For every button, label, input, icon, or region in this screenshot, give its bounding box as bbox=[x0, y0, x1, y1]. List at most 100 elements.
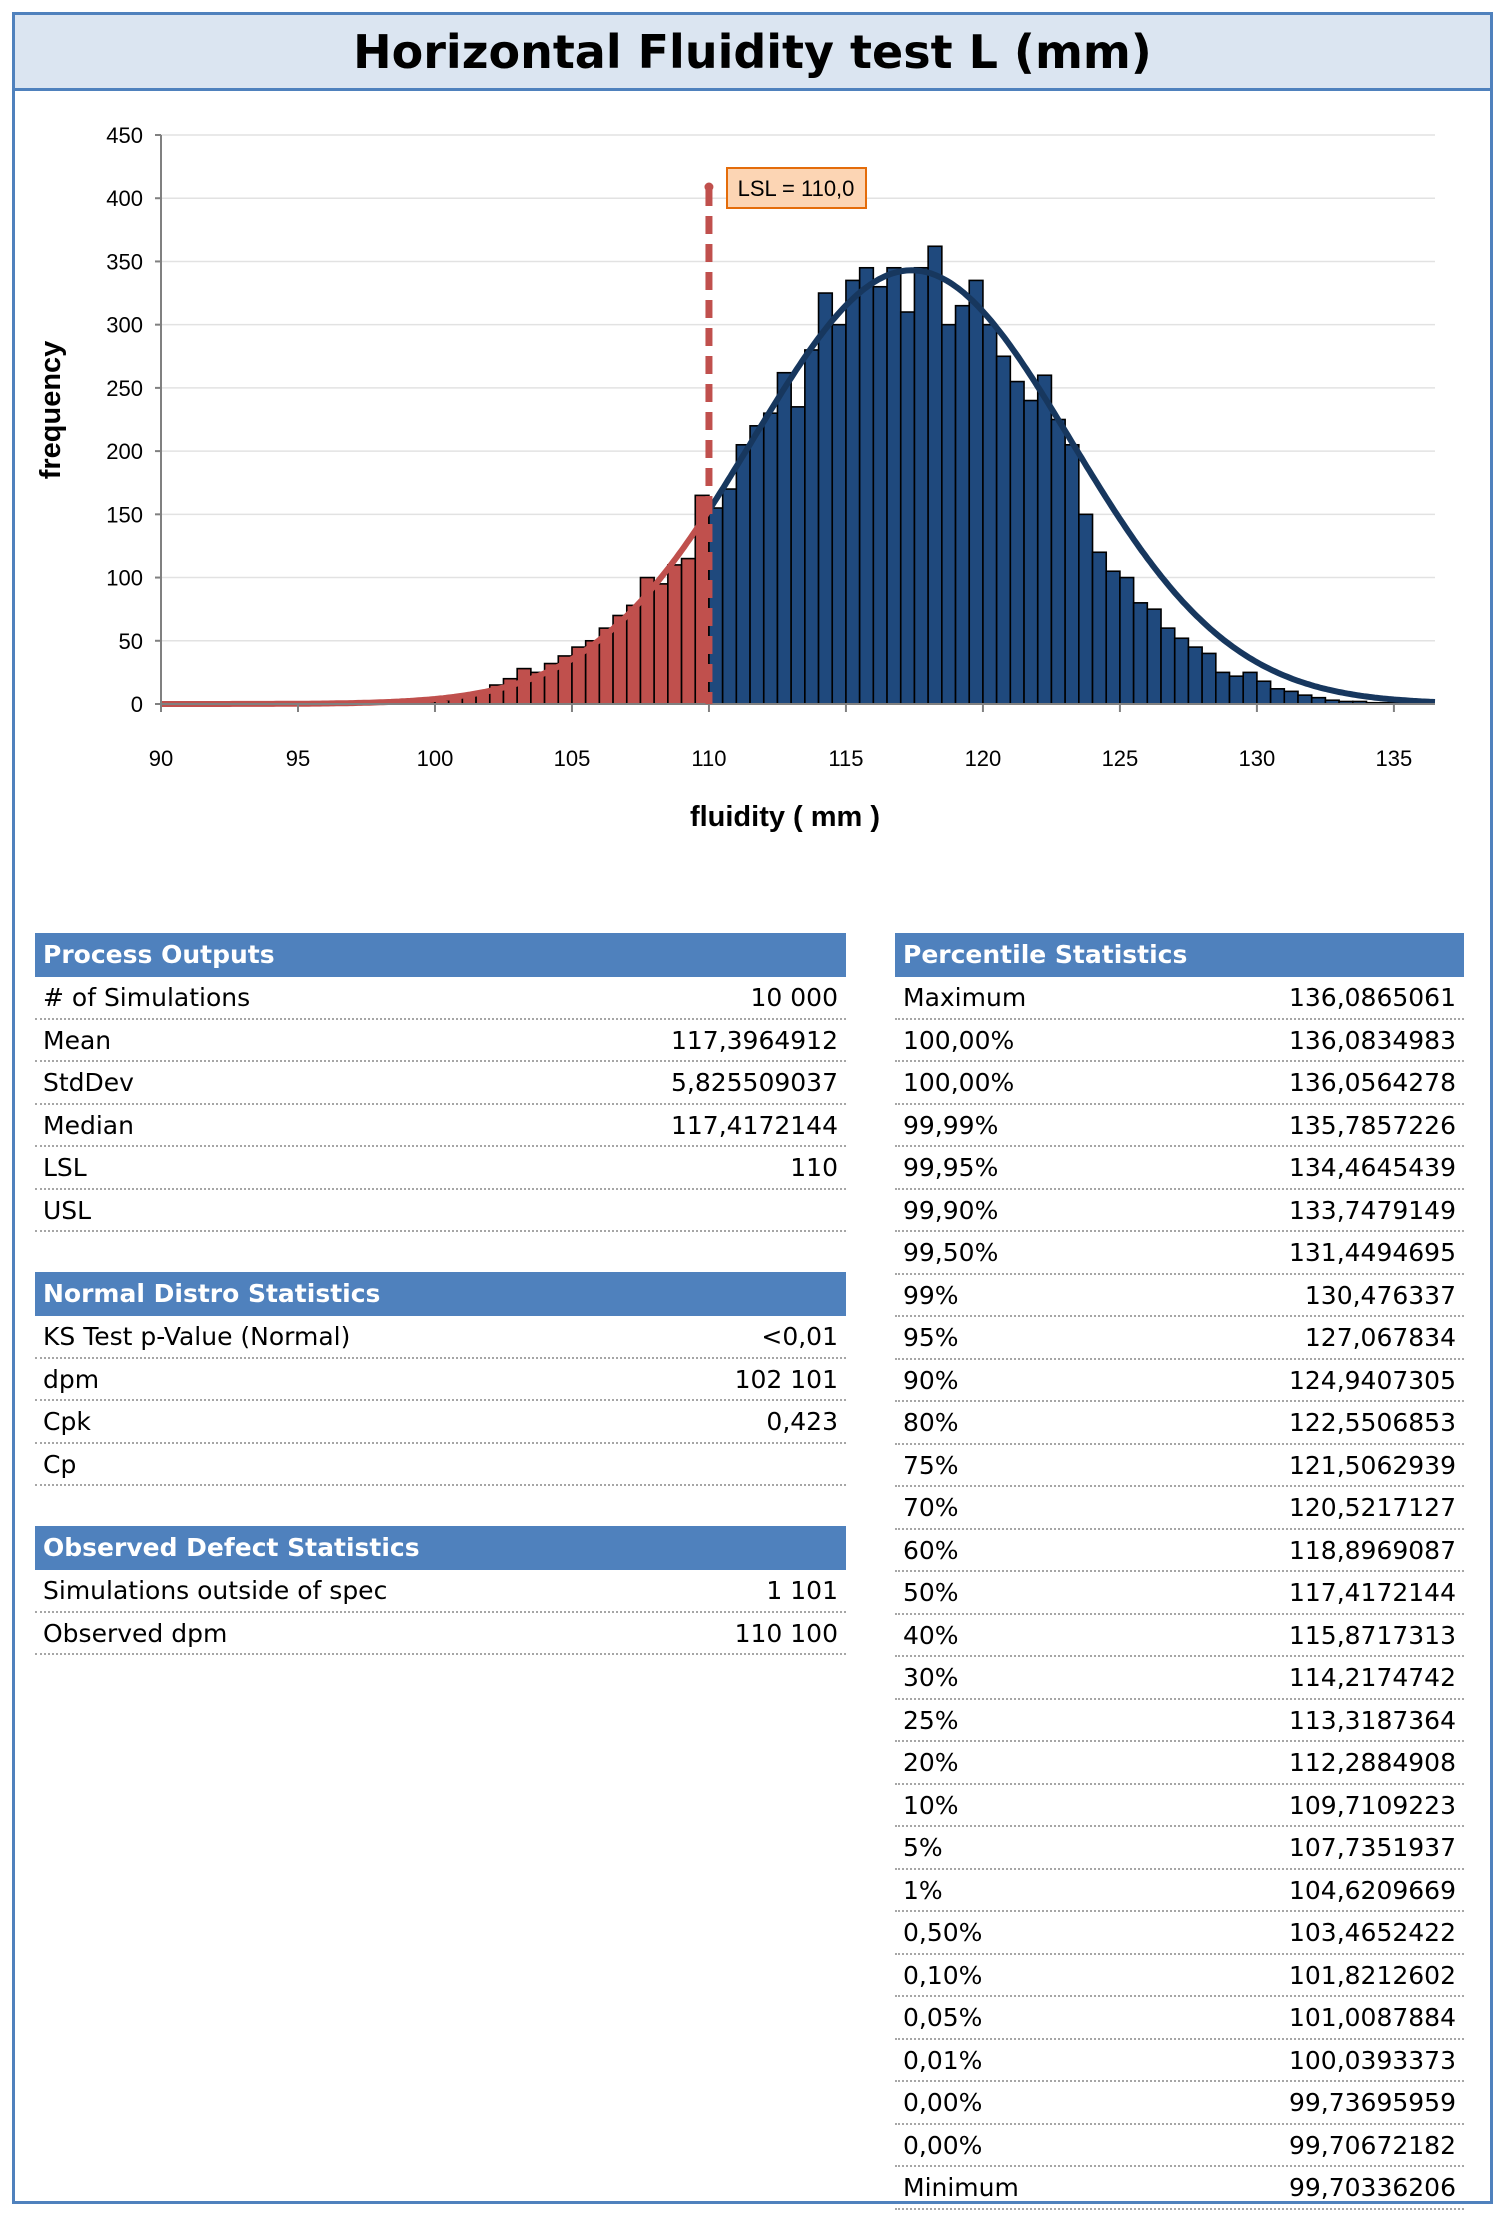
row-value: 118,8969087 bbox=[1288, 1535, 1456, 1565]
table-row: 0,01% 100,0393373 bbox=[895, 2040, 1464, 2082]
table-row: 99,99% 135,7857226 bbox=[895, 1105, 1464, 1147]
row-label: Cp bbox=[43, 1449, 77, 1479]
row-label: 80% bbox=[903, 1408, 959, 1437]
row-value: 102 101 bbox=[734, 1364, 838, 1394]
row-label: 60% bbox=[903, 1535, 959, 1565]
row-value: 130,476337 bbox=[1304, 1280, 1456, 1310]
row-label: # of Simulations bbox=[43, 983, 251, 1012]
row-value: 99,73695959 bbox=[1288, 2088, 1456, 2117]
histogram-bar bbox=[1146, 608, 1162, 705]
row-label: 95% bbox=[903, 1323, 959, 1352]
row-value: 1 101 bbox=[766, 1576, 838, 1605]
report-frame: Horizontal Fluidity test L (mm) bbox=[12, 12, 1493, 2204]
histogram-bar bbox=[831, 323, 847, 705]
x-tick-label: 115 bbox=[828, 746, 863, 771]
row-value: 135,7857226 bbox=[1288, 1110, 1456, 1140]
table-row: 99,50% 131,4494695 bbox=[895, 1232, 1464, 1275]
table-row: Median 117,4172144 bbox=[35, 1105, 846, 1147]
row-label: LSL bbox=[43, 1153, 87, 1182]
x-tick-label: 135 bbox=[1376, 746, 1413, 771]
histogram-bar bbox=[845, 279, 861, 705]
table-row: KS Test p-Value (Normal) <0,01 bbox=[35, 1316, 846, 1359]
histogram-bar bbox=[1119, 576, 1135, 705]
y-tick-label: 100 bbox=[106, 566, 143, 591]
row-value: 134,4645439 bbox=[1288, 1153, 1456, 1182]
histogram-chart: 0 50 100 150 200 250 300 350 400 450 90 95 100 105 110… bbox=[35, 123, 1436, 833]
row-label: StdDev bbox=[43, 1068, 134, 1097]
row-value: 100,0393373 bbox=[1288, 2045, 1456, 2075]
table-row: 25% 113,3187364 bbox=[895, 1700, 1464, 1742]
histogram-bar bbox=[1283, 690, 1299, 705]
table-row: 1% 104,6209669 bbox=[895, 1870, 1464, 1912]
row-value: 101,0087884 bbox=[1288, 2003, 1456, 2032]
x-tick-label: 130 bbox=[1239, 746, 1276, 771]
table-row: Observed dpm 110 100 bbox=[35, 1613, 846, 1655]
histogram-bar bbox=[941, 323, 957, 705]
histogram-bar bbox=[968, 279, 984, 705]
histogram-bars bbox=[420, 245, 1423, 705]
row-label: 75% bbox=[903, 1450, 959, 1480]
histogram-bar bbox=[927, 245, 943, 705]
row-label: Cpk bbox=[43, 1407, 91, 1436]
x-tick-label: 95 bbox=[286, 746, 310, 771]
table-row: 90% 124,9407305 bbox=[895, 1360, 1464, 1402]
histogram-bar bbox=[776, 371, 792, 705]
table-row: Cp bbox=[35, 1444, 846, 1486]
row-value: 99,70672182 bbox=[1288, 2130, 1456, 2160]
histogram-bar bbox=[680, 557, 697, 705]
row-value: 133,7479149 bbox=[1288, 1195, 1456, 1225]
table-row: 10% 109,7109223 bbox=[895, 1785, 1464, 1827]
table-row: 0,50% 103,4652422 bbox=[895, 1912, 1464, 1955]
row-value: 127,067834 bbox=[1304, 1323, 1456, 1352]
table-row: 60% 118,8969087 bbox=[895, 1530, 1464, 1572]
row-value: 110 bbox=[790, 1153, 838, 1182]
table-row: # of Simulations 10 000 bbox=[35, 977, 846, 1020]
histogram-bar bbox=[762, 412, 779, 705]
row-value: 117,4172144 bbox=[1288, 1578, 1456, 1607]
x-tick-label: 105 bbox=[554, 746, 591, 771]
table-row: 70% 120,5217127 bbox=[895, 1487, 1464, 1530]
y-tick-label: 0 bbox=[131, 692, 143, 717]
process-outputs-header: Process Outputs bbox=[35, 933, 846, 977]
histogram-bar bbox=[1297, 694, 1313, 705]
percentile-statistics-table: Percentile Statistics Maximum 136,0865061… bbox=[895, 933, 1464, 2210]
row-label: 70% bbox=[903, 1493, 959, 1522]
row-value: 122,5506853 bbox=[1288, 1408, 1456, 1437]
x-tick-label: 110 bbox=[691, 746, 726, 771]
y-tick-label: 250 bbox=[106, 376, 143, 401]
histogram-bar bbox=[982, 323, 998, 705]
y-axis-label: frequency bbox=[35, 341, 67, 480]
histogram-bar bbox=[625, 604, 642, 705]
y-tick-label: 350 bbox=[106, 249, 143, 274]
row-label: Simulations outside of spec bbox=[43, 1576, 388, 1605]
histogram-bar bbox=[1256, 680, 1272, 705]
row-label: Maximum bbox=[903, 983, 1027, 1012]
row-value: 136,0865061 bbox=[1288, 983, 1456, 1012]
y-tick-label: 300 bbox=[106, 313, 143, 338]
histogram-bar bbox=[858, 266, 875, 705]
histogram-bar bbox=[1201, 652, 1217, 705]
x-axis-label: fluidity ( mm ) bbox=[690, 801, 880, 833]
fit-curve-within-spec bbox=[706, 267, 1436, 705]
row-label: Minimum bbox=[903, 2173, 1019, 2202]
row-label: 90% bbox=[903, 1365, 959, 1395]
row-value: 0,423 bbox=[766, 1407, 838, 1436]
table-row: 40% 115,8717313 bbox=[895, 1615, 1464, 1657]
row-label: 25% bbox=[903, 1705, 959, 1735]
row-label: Mean bbox=[43, 1025, 112, 1055]
histogram-bar bbox=[1078, 513, 1094, 705]
row-label: 99,95% bbox=[903, 1153, 999, 1182]
chart-axes: 0 50 100 150 200 250 300 350 400 450 90 95 100 105 110… bbox=[106, 123, 1435, 771]
histogram-bar bbox=[1132, 602, 1149, 705]
row-label: 99,99% bbox=[903, 1110, 999, 1140]
histogram-bar bbox=[817, 292, 834, 705]
row-value: 107,7351937 bbox=[1288, 1833, 1456, 1862]
row-value: 114,2174742 bbox=[1288, 1663, 1456, 1692]
table-row: 75% 121,5062939 bbox=[895, 1445, 1464, 1487]
normal-distro-header: Normal Distro Statistics bbox=[35, 1272, 846, 1316]
histogram-bar bbox=[995, 355, 1012, 705]
histogram-bar bbox=[1050, 418, 1066, 705]
table-row: 80% 122,5506853 bbox=[895, 1402, 1464, 1445]
row-label: 0,50% bbox=[903, 1918, 983, 1947]
x-tick-label: 90 bbox=[149, 746, 173, 771]
